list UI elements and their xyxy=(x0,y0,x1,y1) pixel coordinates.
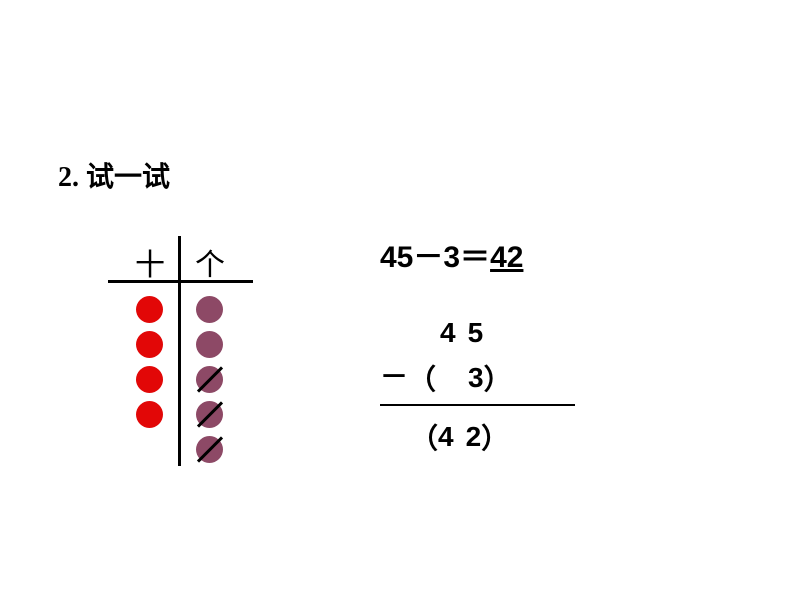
ones-header: 个 xyxy=(180,240,240,284)
equation-answer: 42 xyxy=(490,241,523,274)
minus-sign: － xyxy=(380,355,408,395)
counting-dot xyxy=(196,366,223,393)
table-horizontal-line xyxy=(108,280,253,283)
horizontal-equation: 45－3＝42 xyxy=(380,232,523,276)
subtrahend-ones: 3 xyxy=(468,362,484,394)
counting-dot xyxy=(196,296,223,323)
minuend-row: 45 xyxy=(380,310,575,355)
cross-out-slash xyxy=(197,436,223,462)
counting-dot xyxy=(136,366,163,393)
exercise-title: 2. 试一试 xyxy=(58,155,170,195)
close-paren-2: ） xyxy=(481,417,509,457)
equation-lhs: 45－3＝ xyxy=(380,241,490,274)
cross-out-slash xyxy=(197,401,223,427)
counting-dot xyxy=(196,436,223,463)
subtrahend-row: －（ 3） xyxy=(380,355,575,400)
cross-out-slash xyxy=(197,366,223,392)
result-row: （42） xyxy=(380,414,575,459)
counting-dot xyxy=(196,401,223,428)
counting-dot xyxy=(136,331,163,358)
open-paren-2: （ xyxy=(410,417,438,457)
counting-dot xyxy=(196,331,223,358)
minuend-ones: 5 xyxy=(468,317,484,349)
tens-header: 十 xyxy=(120,240,180,284)
vertical-calculation: 45 －（3） （42） xyxy=(380,310,575,459)
counting-dot xyxy=(136,296,163,323)
ones-dots-column xyxy=(196,296,223,471)
result-tens: 4 xyxy=(438,421,466,453)
counting-dot xyxy=(136,401,163,428)
table-vertical-line xyxy=(178,236,181,466)
open-paren-1: （ xyxy=(408,358,436,398)
calculation-line xyxy=(380,404,575,406)
result-ones: 2 xyxy=(466,421,482,453)
tens-dots-column xyxy=(136,296,163,436)
close-paren-1: ） xyxy=(484,358,512,398)
minuend-tens: 4 xyxy=(440,317,468,349)
